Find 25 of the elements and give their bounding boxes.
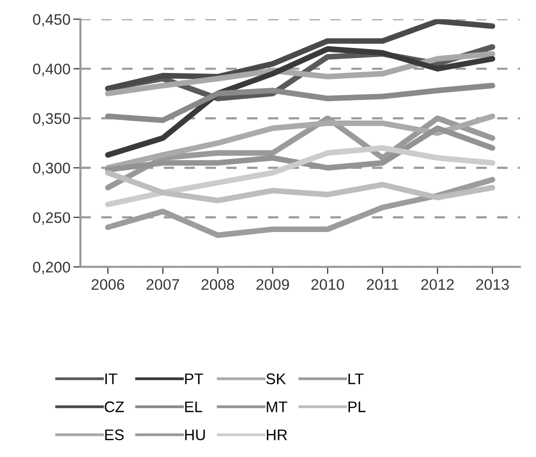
legend-label: SK <box>266 373 286 384</box>
legend-label: ES <box>105 429 124 440</box>
legend-label: CZ <box>104 401 124 412</box>
x-tick-label: 2010 <box>311 279 344 290</box>
y-tick-label: 0,250 <box>33 212 70 225</box>
y-tick-label: 0,400 <box>33 64 70 76</box>
legend-label: IT <box>105 374 118 384</box>
x-tick-label: 2007 <box>146 279 180 290</box>
legend-label: LT <box>348 374 364 384</box>
legend-label: PT <box>185 374 204 384</box>
y-tick-label: 0,350 <box>33 113 70 126</box>
y-tick-label: 0,300 <box>33 162 70 176</box>
x-tick-label: 2009 <box>256 279 289 290</box>
legend-label: PL <box>348 402 366 412</box>
x-tick-label: 2013 <box>476 279 509 290</box>
legend-label: HU <box>185 430 205 440</box>
x-tick-label: 2012 <box>421 279 454 290</box>
x-tick-label: 2008 <box>202 279 234 290</box>
legend-label: MT <box>266 402 288 412</box>
legend-label: EL <box>185 402 202 412</box>
x-tick-label: 2011 <box>366 279 398 290</box>
legend-label: HR <box>266 430 287 440</box>
y-tick-label: 0,200 <box>33 262 70 274</box>
y-tick-label: 0,450 <box>33 14 70 27</box>
x-tick-label: 2006 <box>92 279 124 290</box>
